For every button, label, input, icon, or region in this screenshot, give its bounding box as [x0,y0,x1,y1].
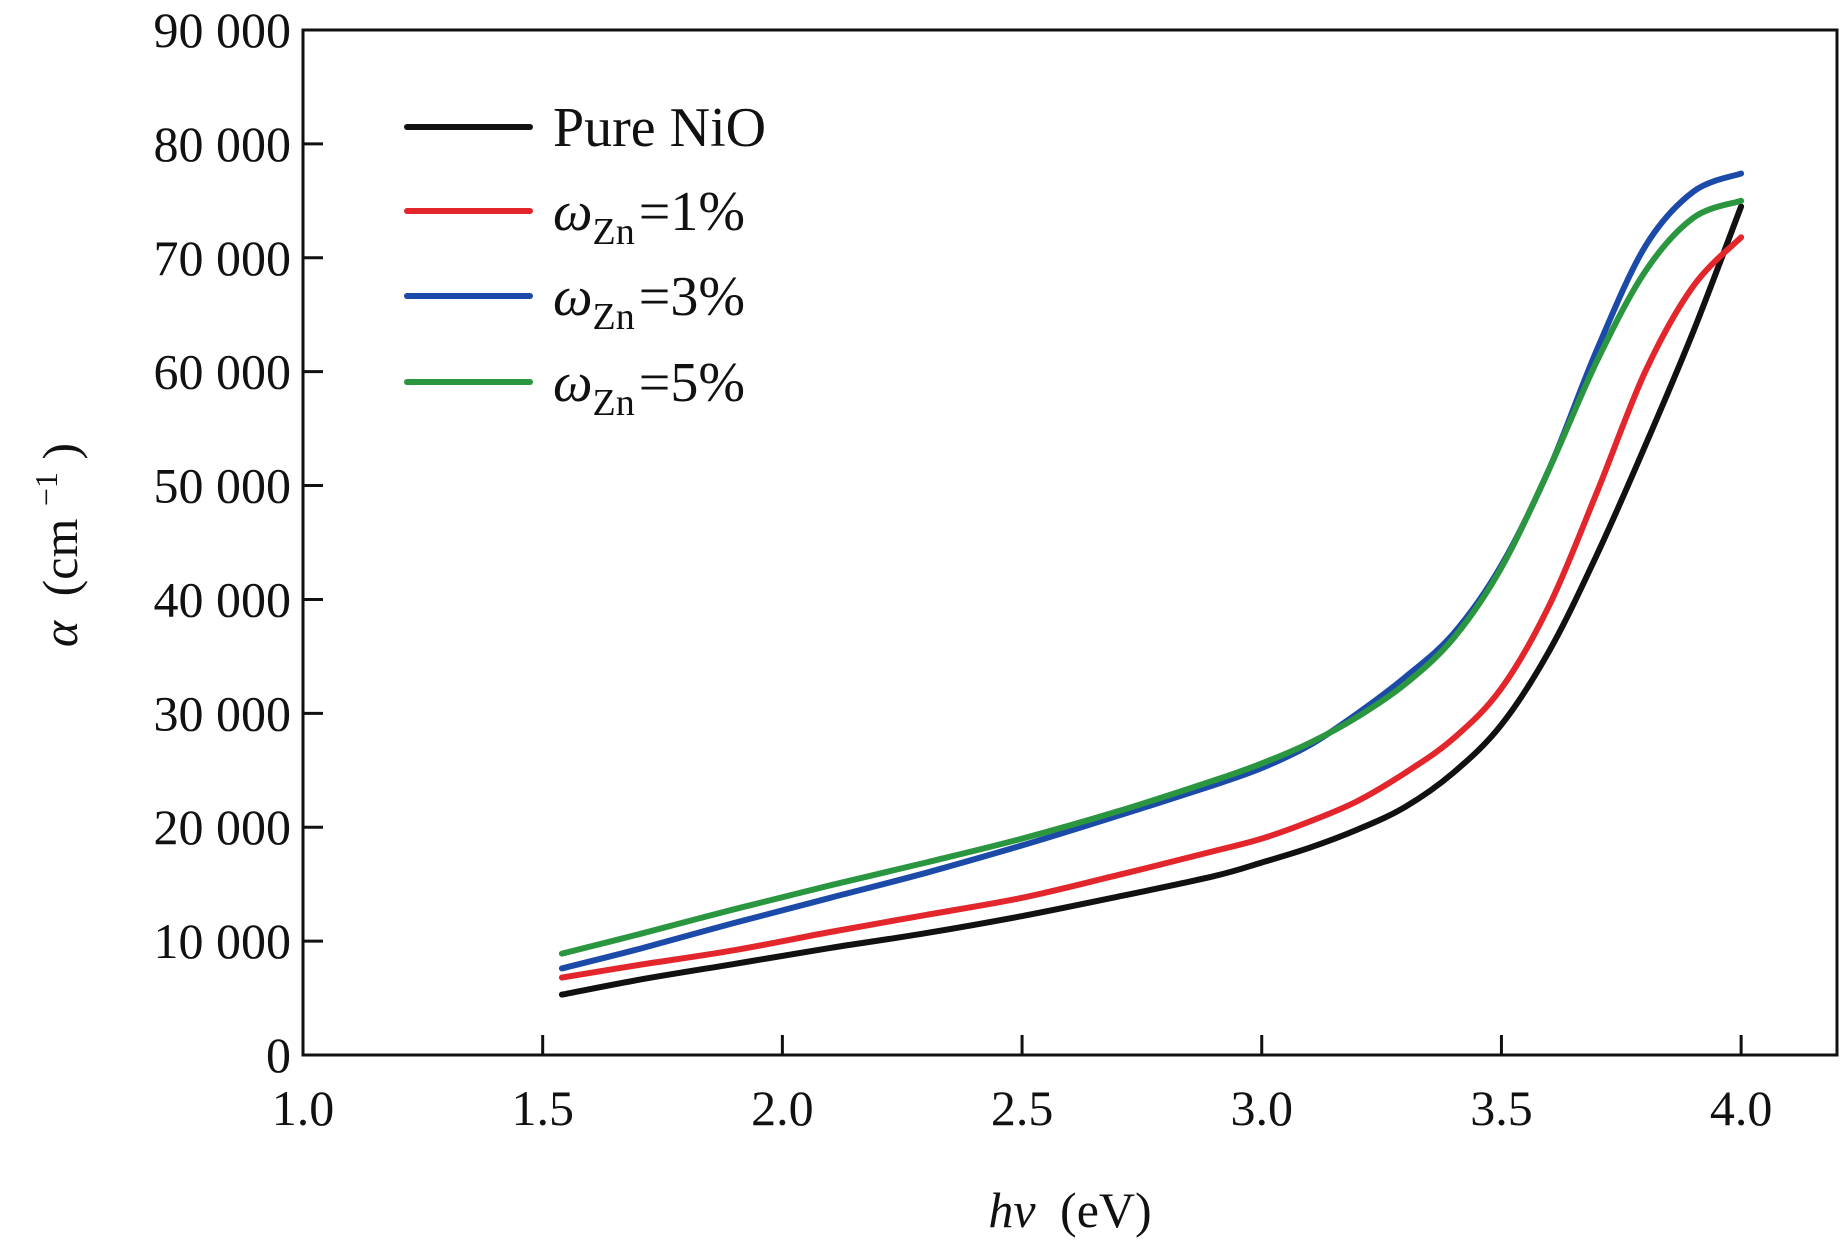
legend-label: Pure NiO [553,97,766,159]
y-axis-label-base: (cm [32,519,88,597]
x-tick-label: 3.5 [1470,1080,1533,1136]
x-tick-label: 1.5 [511,1080,574,1136]
y-axis-label-close: ) [32,443,88,460]
legend-label: ωZn=1% [553,181,745,253]
x-tick-label: 1.0 [272,1080,335,1136]
x-tick-label: 2.0 [751,1080,814,1136]
y-tick-label: 50 000 [154,458,292,514]
y-tick-label: 30 000 [154,685,292,741]
y-axis-label-symbol: α [32,619,88,647]
y-axis-label: α (cm −1 ) [12,443,88,647]
x-tick-label: 3.0 [1231,1080,1294,1136]
y-tick-label: 10 000 [154,913,292,969]
series-layer [558,170,1745,998]
y-axis: 0 10 000 20 000 30 000 40 000 50 000 60 000 70 … [154,2,323,1083]
series-line-2 [558,234,1745,981]
x-tick-label: 2.5 [991,1080,1054,1136]
plot-frame [301,28,1839,1057]
y-axis-label-superscript: −1 [28,472,64,506]
legend-label: ωZn=5% [553,352,745,424]
y-tick-label: 80 000 [154,116,292,172]
y-tick-label: 0 [266,1027,291,1083]
y-tick-label: 60 000 [154,344,292,400]
x-axis-label: hv (eV) [988,1182,1151,1238]
y-tick-label: 40 000 [154,571,292,627]
x-tick-label: 4.0 [1710,1080,1773,1136]
x-axis-label-unit: (eV) [1060,1182,1152,1238]
y-tick-label: 70 000 [154,230,292,286]
series-line-4 [558,197,1745,957]
y-tick-label: 90 000 [154,2,292,58]
x-axis: 1.0 1.5 2.0 2.5 3.0 3.5 4.0 [272,1035,1773,1136]
legend-label: ωZn=3% [553,266,745,338]
x-axis-label-symbol: hv [988,1182,1036,1238]
legend: Pure NiO ωZn=1% ωZn=3% ωZn=5% [404,97,766,424]
plot-area [301,28,1839,1057]
series-line-1 [558,203,1745,998]
y-tick-label: 20 000 [154,799,292,855]
